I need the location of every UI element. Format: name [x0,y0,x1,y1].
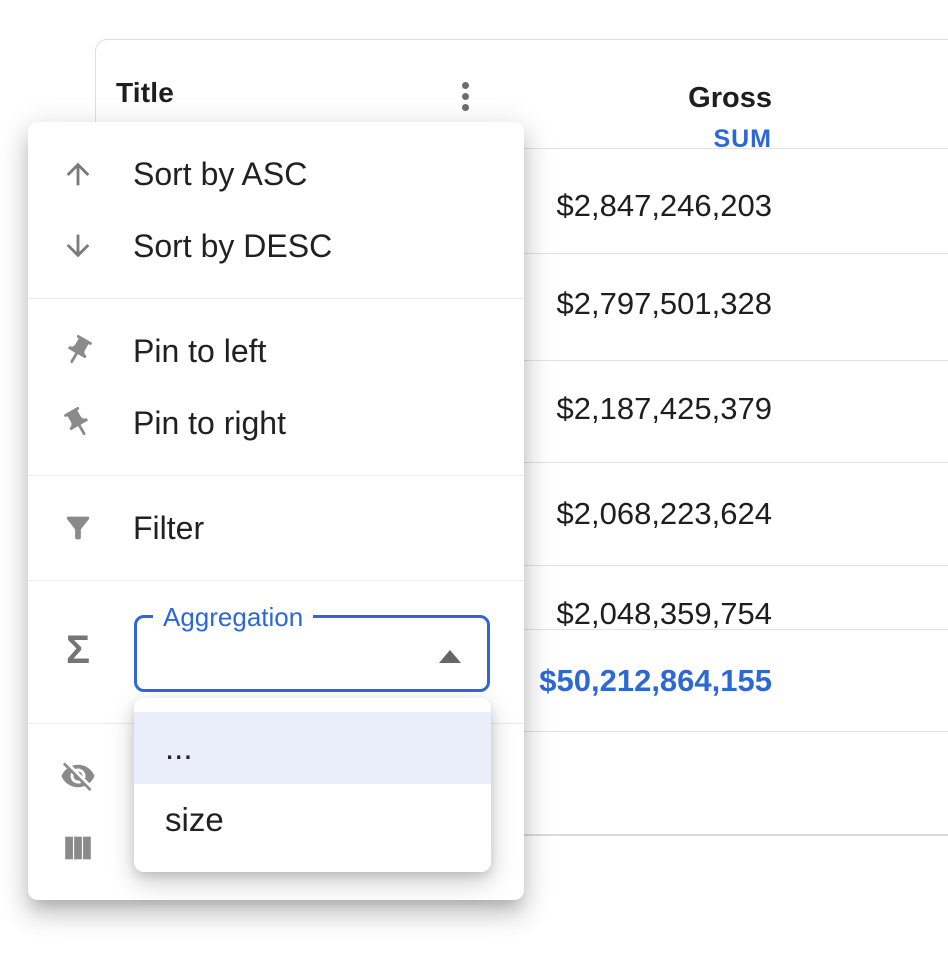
menu-item-label: Pin to left [133,332,267,369]
menu-item-pin-left[interactable]: Pin to left [28,315,524,387]
more-vert-icon [461,92,469,100]
gross-aggregation-badge: SUM [713,125,772,153]
arrow-upward-icon [60,156,96,192]
gross-cell[interactable]: $2,068,223,624 [556,496,773,531]
columns-icon [60,830,96,866]
aggregation-select-label: Aggregation [153,602,314,632]
sigma-icon: Σ [65,628,90,672]
menu-item-pin-right[interactable]: Pin to right [28,387,524,459]
more-vert-icon [461,103,469,111]
gross-cell[interactable]: $2,797,501,328 [556,286,773,321]
gross-cell[interactable]: $2,048,359,754 [556,596,773,631]
menu-item-label: Pin to right [133,404,286,441]
filter-icon [60,510,96,546]
aggregation-option-none[interactable]: ... [134,712,491,784]
menu-item-hide-column[interactable] [28,740,524,812]
column-header-gross[interactable]: Gross [688,82,772,114]
menu-item-label: Filter [133,509,205,546]
visibility-off-icon [60,758,96,794]
menu-item-aggregation: Σ Aggregation [28,597,524,723]
menu-item-sort-asc[interactable]: Sort by ASC [28,138,524,210]
menu-item-label: Sort by DESC [133,227,333,264]
aggregation-dropdown-popup: ... size [134,698,491,872]
arrow-dropup-icon [439,650,461,663]
menu-item-manage-columns[interactable] [28,812,524,884]
menu-item-filter[interactable]: Filter [28,492,524,564]
menu-divider [28,580,524,581]
column-header-title[interactable]: Title [116,77,175,108]
column-menu-trigger-button[interactable] [448,79,482,113]
aggregation-option-size[interactable]: size [165,801,224,838]
gross-cell[interactable]: $2,847,246,203 [556,188,773,223]
gross-sum-value: $50,212,864,155 [539,662,772,698]
more-vert-icon [461,81,469,89]
menu-item-label: Sort by ASC [133,155,308,192]
arrow-downward-icon [60,228,96,264]
pin-left-icon [60,333,96,369]
menu-item-sort-desc[interactable]: Sort by DESC [28,210,524,282]
aggregation-select[interactable]: Aggregation [134,602,490,692]
pin-right-icon [60,405,96,441]
menu-divider [28,298,524,299]
menu-divider [28,475,524,476]
gross-cell[interactable]: $2,187,425,379 [556,391,773,426]
